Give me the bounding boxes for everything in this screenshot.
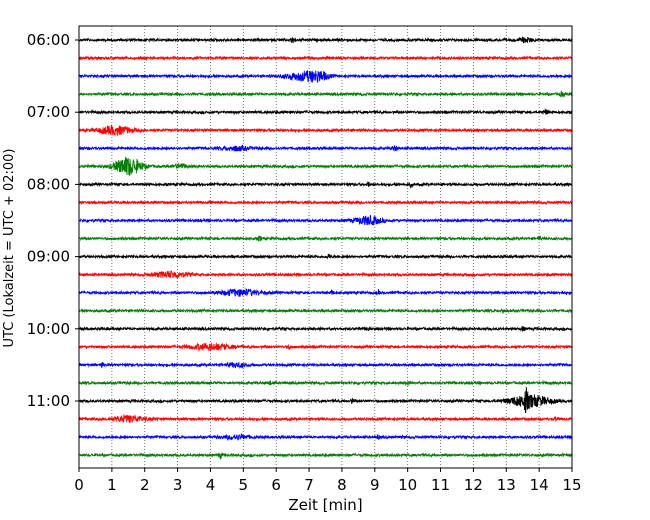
x-tick-label: 7 [304,476,314,494]
x-tick-label: 3 [173,476,183,494]
x-tick-label: 10 [398,476,417,494]
trace-0730 [78,144,573,152]
y-tick-label: 09:00 [27,248,70,266]
x-tick-label: 5 [239,476,249,494]
trace-0830 [78,214,573,226]
x-tick-label: 0 [74,476,84,494]
x-tick-label: 8 [337,476,347,494]
y-tick-label: 11:00 [27,392,70,410]
trace-1000 [78,325,573,332]
y-tick-label: 06:00 [27,31,70,49]
trace-0745 [78,156,573,176]
x-tick-label: 14 [530,476,549,494]
x-tick-label: 6 [271,476,281,494]
trace-1115 [78,413,573,424]
x-tick-label: 13 [497,476,516,494]
trace-0800 [78,180,573,189]
trace-0715 [78,124,573,137]
y-ticks: 06:00 07:00 08:00 09:00 10:00 11:00 [27,31,79,410]
plot-frame [78,25,573,469]
trace-1100 [78,387,573,414]
y-tick-label: 07:00 [27,103,70,121]
trace-1045 [78,379,573,387]
x-tick-label: 4 [206,476,216,494]
trace-0900 [78,253,573,260]
trace-1030 [78,361,573,370]
y-tick-label: 08:00 [27,175,70,193]
x-axis-label: Zeit [min] [288,496,362,514]
y-axis-label: UTC (Lokalzeit = UTC + 02:00) [2,149,17,348]
trace-0815 [78,199,573,206]
y-tick-label: 10:00 [27,320,70,338]
trace-0845 [78,235,573,243]
x-tick-label: 15 [562,476,581,494]
trace-0930 [78,287,573,297]
trace-0700 [78,108,573,116]
x-tick-label: 2 [140,476,150,494]
trace-group [78,36,573,460]
trace-0645 [78,90,573,99]
x-tick-label: 9 [370,476,380,494]
trace-0945 [78,307,573,315]
trace-1145 [78,452,573,460]
trace-0600 [78,36,573,44]
trace-1130 [78,433,573,442]
x-tick-label: 1 [107,476,117,494]
trace-0615 [78,55,573,62]
x-ticks: 0 1 2 3 4 5 6 7 8 9 10 11 12 13 14 15 [74,468,582,494]
trace-0630 [78,70,573,83]
x-tick-label: 11 [431,476,450,494]
trace-1015 [78,342,573,353]
x-tick-label: 12 [464,476,483,494]
trace-0915 [78,270,573,279]
